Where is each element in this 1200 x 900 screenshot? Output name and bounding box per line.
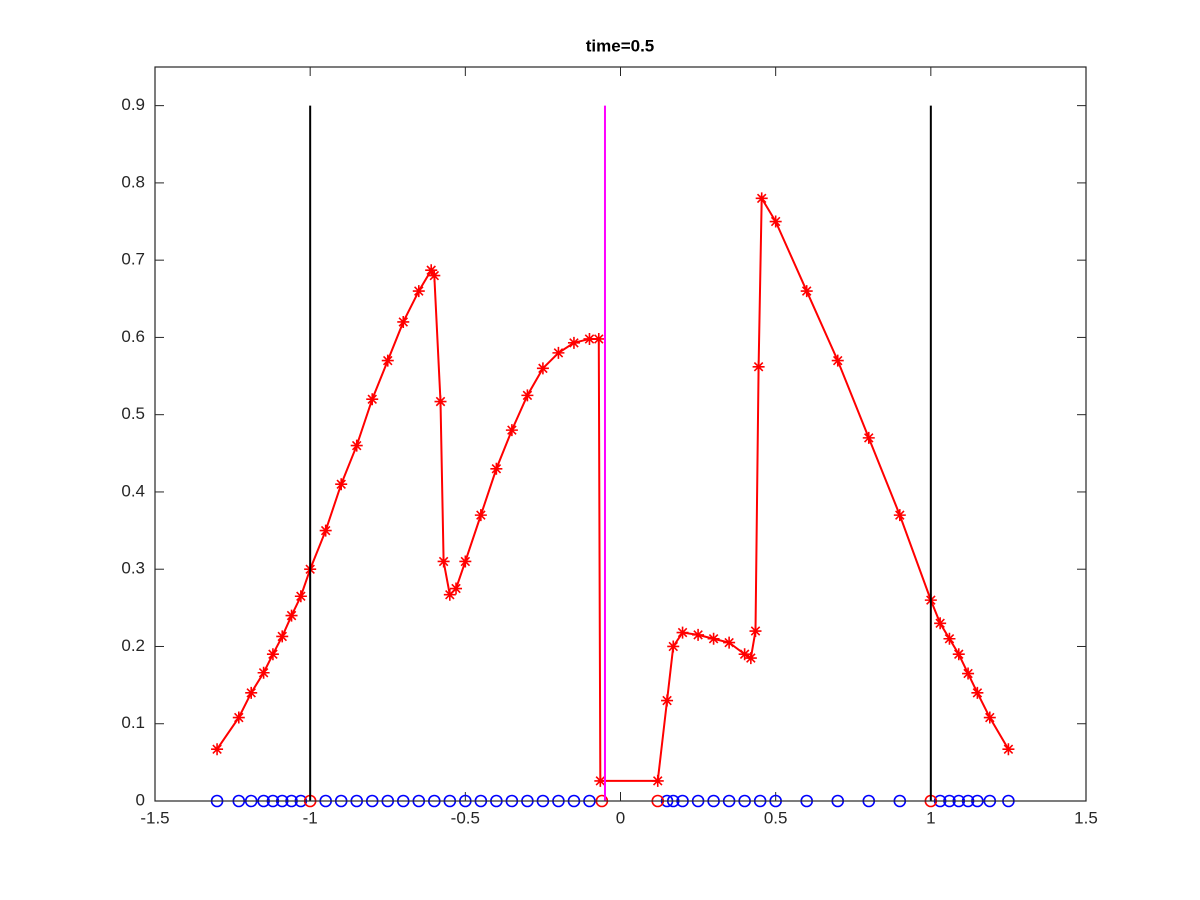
marker-star <box>594 774 607 787</box>
marker-star <box>755 192 768 205</box>
y-tick-label: 0.1 <box>121 713 145 732</box>
marker-star <box>319 524 332 537</box>
marker-star <box>366 393 379 406</box>
x-tick-label: 0 <box>616 808 625 827</box>
series-line <box>216 194 1010 782</box>
marker-star <box>232 711 245 724</box>
y-tick-label: 0.2 <box>121 636 145 655</box>
marker-star <box>952 648 965 661</box>
marker-star <box>285 609 298 622</box>
y-tick-label: 0 <box>136 790 145 809</box>
y-tick-label: 0.3 <box>121 559 145 578</box>
marker-star <box>350 439 363 452</box>
marker-star <box>893 509 906 522</box>
x-tick-label: 1 <box>926 808 935 827</box>
marker-star <box>738 648 751 661</box>
marker-star <box>692 628 705 641</box>
marker-star <box>583 332 596 345</box>
marker-star <box>800 285 813 298</box>
plot-area <box>155 67 1086 801</box>
marker-star <box>552 346 565 359</box>
marker-star <box>397 315 410 328</box>
marker-star <box>723 636 736 649</box>
marker-star <box>257 666 270 679</box>
marker-star <box>707 632 720 645</box>
marker-star <box>1002 743 1015 756</box>
marker-star <box>661 694 674 707</box>
marker-star <box>862 431 875 444</box>
marker-star <box>943 632 956 645</box>
marker-star <box>521 389 534 402</box>
marker-star <box>450 582 463 595</box>
axes-box <box>154 66 1087 802</box>
marker-star <box>744 652 757 665</box>
marker-star <box>425 264 438 277</box>
marker-star <box>536 362 549 375</box>
marker-star <box>667 640 680 653</box>
marker-star <box>567 336 580 349</box>
marker-star <box>211 743 224 756</box>
marker-star <box>749 625 762 638</box>
marker-star <box>983 711 996 724</box>
marker-star <box>971 686 984 699</box>
marker-star <box>474 509 487 522</box>
marker-star <box>592 332 605 345</box>
y-tick-label: 0.9 <box>121 95 145 114</box>
x-tick-label: 0.5 <box>764 808 788 827</box>
x-tick-label: 1.5 <box>1074 808 1098 827</box>
marker-star <box>412 285 425 298</box>
x-tick-label: -1 <box>303 808 318 827</box>
marker-star <box>752 360 765 373</box>
marker-star <box>335 478 348 491</box>
y-tick-label: 0.8 <box>121 172 145 191</box>
marker-star <box>276 630 289 643</box>
marker-star <box>428 269 441 282</box>
marker-star <box>490 462 503 475</box>
y-tick-label: 0.6 <box>121 327 145 346</box>
marker-star <box>245 686 258 699</box>
marker-star <box>294 590 307 603</box>
marker-star <box>934 617 947 630</box>
y-tick-label: 0.5 <box>121 404 145 423</box>
marker-star <box>651 774 664 787</box>
marker-star <box>505 424 518 437</box>
x-tick-label: -1.5 <box>140 808 169 827</box>
marker-star <box>434 395 447 408</box>
marker-star <box>459 555 472 568</box>
marker-star <box>443 588 456 601</box>
marker-star <box>769 215 782 228</box>
y-tick-label: 0.7 <box>121 250 145 269</box>
marker-star <box>962 667 975 680</box>
x-tick-label: -0.5 <box>451 808 480 827</box>
y-tick-label: 0.4 <box>121 481 145 500</box>
marker-star <box>676 626 689 639</box>
chart-title: time=0.5 <box>586 36 655 55</box>
marker-star <box>381 354 394 367</box>
marker-star <box>831 354 844 367</box>
marker-star <box>266 648 279 661</box>
marker-star <box>437 555 450 568</box>
